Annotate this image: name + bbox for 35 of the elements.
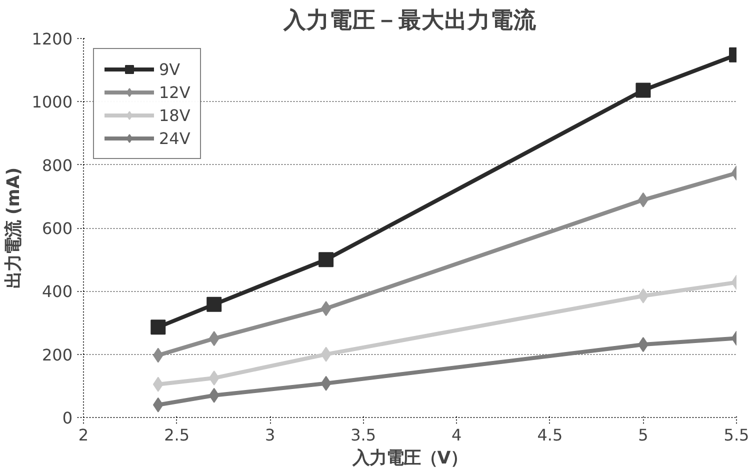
y-tick-label: 800 — [42, 156, 73, 175]
point — [152, 397, 164, 412]
legend-label: 9V — [159, 60, 180, 78]
x-tick-label: 2 — [78, 426, 89, 444]
y-tick-label: 600 — [42, 219, 73, 238]
x-tick-label: 5.5 — [724, 426, 750, 444]
point — [636, 82, 651, 98]
y-tick-label: 1200 — [32, 30, 72, 48]
x-tick-label: 3.5 — [350, 426, 376, 444]
x-tick-label: 3 — [264, 426, 276, 444]
legend-label: 24V — [159, 128, 190, 148]
y-tick-label: 400 — [42, 282, 73, 302]
point — [208, 370, 220, 386]
y-tick-label: 0 — [62, 408, 73, 428]
point — [208, 388, 220, 403]
x-axis-title: 入力電圧（V） — [351, 448, 468, 468]
point — [320, 346, 332, 362]
point — [150, 320, 166, 335]
chart-title: 入力電圧－最大出力電流 — [282, 6, 538, 34]
point — [208, 331, 220, 346]
legend-label: 12V — [159, 82, 190, 102]
point — [318, 252, 334, 268]
legend-label: 18V — [159, 106, 190, 124]
point — [320, 376, 332, 391]
x-tick-label: 2.5 — [164, 426, 190, 444]
point — [152, 348, 164, 363]
point — [206, 296, 222, 312]
point — [152, 376, 164, 392]
x-tick-label: 5 — [638, 426, 648, 444]
point — [320, 301, 332, 316]
y-tick-label: 1000 — [32, 92, 72, 112]
x-tick-label: 4.5 — [537, 426, 563, 444]
y-tick-label: 200 — [42, 345, 73, 364]
x-tick-label: 4 — [452, 426, 462, 444]
y-axis-title: 出力電流 (mA) — [4, 167, 24, 289]
